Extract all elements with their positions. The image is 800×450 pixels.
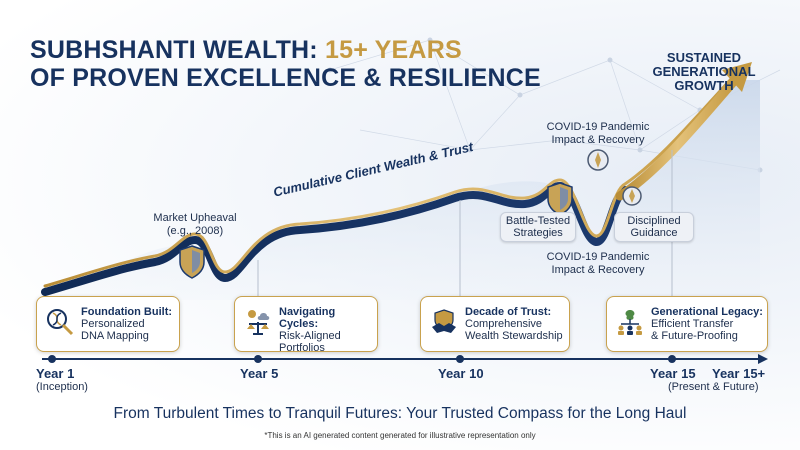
timeline-label-year15plus: Year 15+ xyxy=(712,366,766,381)
family-tree-icon xyxy=(618,310,642,335)
growth-curve-rise xyxy=(615,75,740,201)
timeline-sub-present: (Present & Future) xyxy=(668,381,759,393)
card-generational: Generational Legacy: Efficient Transfer & … xyxy=(606,296,768,352)
card-title: Foundation Built: xyxy=(81,306,173,318)
shield-icon-2008 xyxy=(179,245,205,279)
timeline-ticks xyxy=(48,355,676,363)
battle-tested-badge: Battle-Tested Strategies xyxy=(500,212,576,242)
growth-curve-navy xyxy=(41,181,629,296)
disciplined-guidance-badge: Disciplined Guidance xyxy=(614,212,694,242)
card-title: Decade of Trust: xyxy=(465,306,552,318)
timeline-sub-year1: (Inception) xyxy=(36,381,88,393)
card-navigating: Navigating Cycles: Risk-Aligned Portfolios xyxy=(234,296,378,354)
growth-arrow-head xyxy=(722,62,752,92)
covid-label-top: COVID-19 Pandemic Impact & Recovery xyxy=(546,121,650,146)
compass-icon-covid xyxy=(587,149,609,171)
card-title: Navigating Cycles: xyxy=(279,306,336,330)
card-foundation: Foundation Built: Personalized DNA Mapping xyxy=(36,296,180,352)
timeline-label-year10: Year 10 xyxy=(438,366,484,381)
market-upheaval-label: Market Upheaval (e.g., 2008) xyxy=(153,212,237,237)
growth-area xyxy=(60,80,760,300)
peak-label: SUSTAINED GENERATIONAL GROWTH xyxy=(652,50,756,93)
footer-tagline: From Turbulent Times to Tranquil Futures… xyxy=(113,405,687,422)
card-decade: Decade of Trust: Comprehensive Wealth Stew… xyxy=(420,296,570,352)
disclaimer: *This is an AI generated content generat… xyxy=(264,431,536,440)
timeline-label-year15: Year 15 xyxy=(650,366,696,381)
balance-scale-icon xyxy=(247,310,270,335)
covid-label-bottom: COVID-19 Pandemic Impact & Recovery xyxy=(546,251,650,276)
dna-magnifier-icon xyxy=(47,309,74,336)
handshake-icon xyxy=(432,309,456,333)
growth-curve-gold xyxy=(43,76,734,288)
compass-icon-guidance xyxy=(622,186,642,206)
timeline-arrow xyxy=(758,354,768,364)
timeline-label-year5: Year 5 xyxy=(240,366,279,381)
card-title: Generational Legacy: xyxy=(651,306,763,318)
page-title: SUBHSHANTI WEALTH: 15+ YEARS OF PROVEN E… xyxy=(30,36,541,92)
timeline-label-year1: Year 1 xyxy=(36,366,75,381)
